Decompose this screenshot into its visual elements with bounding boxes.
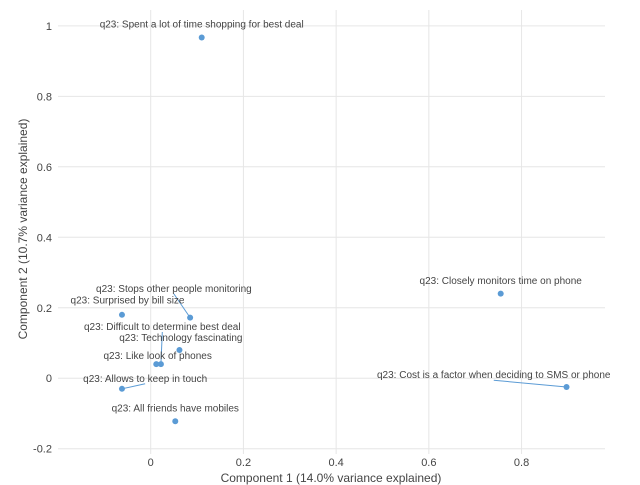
- scatter-point[interactable]: [157, 361, 164, 368]
- point-label: q23: Like look of phones: [103, 351, 211, 362]
- x-tick-label: 0.4: [328, 457, 343, 469]
- scatter-point[interactable]: [497, 290, 504, 297]
- point-label: q23: Spent a lot of time shopping for be…: [100, 20, 304, 31]
- point-label: q23: Surprised by bill size: [71, 296, 185, 307]
- label-leader-line: [160, 331, 163, 365]
- scatter-point[interactable]: [187, 314, 194, 321]
- label-leader-line: [493, 379, 567, 388]
- y-tick-label: 0.8: [37, 91, 52, 103]
- y-tick-label: -0.2: [33, 444, 52, 456]
- scatter-point[interactable]: [176, 347, 183, 354]
- scatter-point[interactable]: [153, 361, 160, 368]
- y-tick-label: 0.4: [37, 232, 52, 244]
- x-tick-label: 0: [148, 457, 154, 469]
- y-tick-label: 1: [46, 21, 52, 33]
- grid-lines: [58, 10, 605, 454]
- leader-lines: [121, 293, 567, 390]
- scatter-point[interactable]: [118, 311, 125, 318]
- point-labels: q23: Spent a lot of time shopping for be…: [71, 20, 611, 415]
- y-tick-label: 0.2: [37, 303, 52, 315]
- scatter-point[interactable]: [172, 418, 179, 425]
- point-label: q23: Stops other people monitoring: [96, 284, 252, 295]
- label-leader-line: [121, 383, 146, 390]
- x-tick-label: 0.8: [514, 457, 529, 469]
- x-axis-title: Component 1 (14.0% variance explained): [221, 471, 442, 485]
- point-label: q23: All friends have mobiles: [112, 404, 239, 415]
- y-axis-title: Component 2 (10.7% variance explained): [16, 119, 30, 340]
- y-tick-label: 0.6: [37, 162, 52, 174]
- point-label: q23: Closely monitors time on phone: [420, 276, 583, 287]
- y-tick-label: 0: [46, 373, 52, 385]
- point-label: q23: Technology fascinating: [119, 333, 242, 344]
- x-tick-label: 0.6: [421, 457, 436, 469]
- label-leader-line: [173, 293, 191, 318]
- point-label: q23: Cost is a factor when deciding to S…: [377, 370, 611, 381]
- scatter-point[interactable]: [118, 385, 125, 392]
- point-label: q23: Allows to keep in touch: [83, 374, 207, 385]
- x-tick-label: 0.2: [236, 457, 251, 469]
- tick-labels: 0 0.2 0.4 0.6 0.8 -0.2 0 0.2 0.4 0.6 0.8 1: [33, 21, 529, 469]
- scatter-point[interactable]: [198, 34, 205, 41]
- data-points: [118, 34, 570, 425]
- point-label: q23: Difficult to determine best deal: [84, 322, 241, 333]
- scatter-point[interactable]: [563, 384, 570, 391]
